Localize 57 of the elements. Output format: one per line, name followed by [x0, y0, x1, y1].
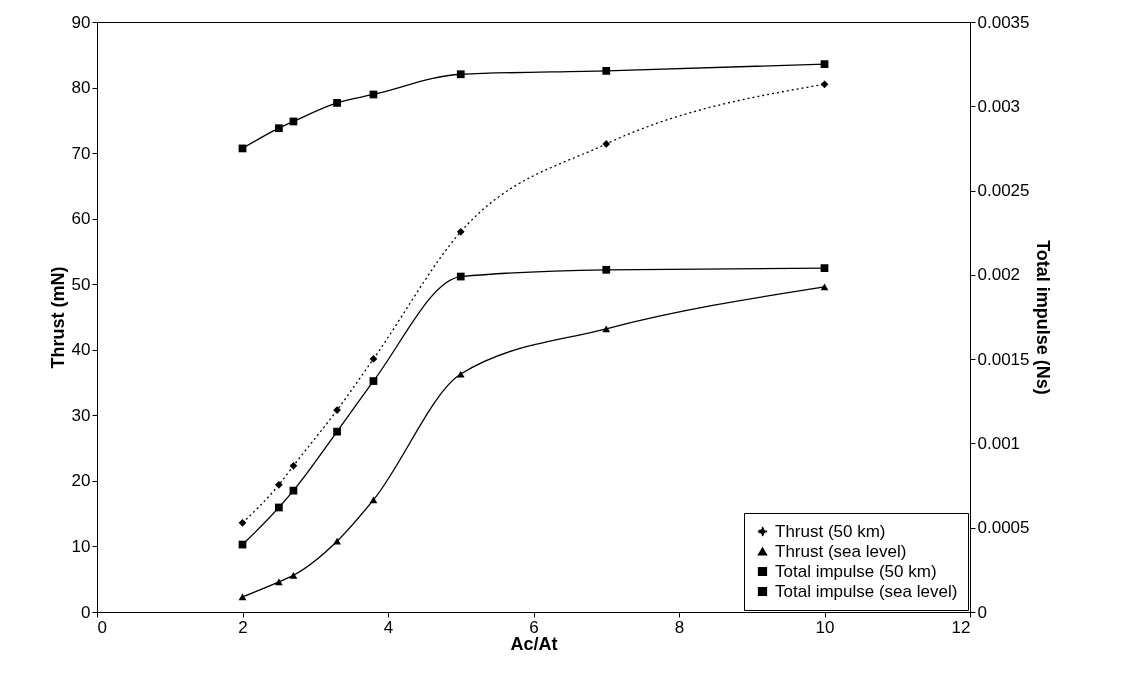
point: [820, 60, 829, 69]
y-tick-label: 70: [71, 143, 91, 163]
point: [238, 518, 247, 527]
point: [369, 377, 378, 385]
y-tick-label: 10: [71, 536, 91, 556]
y2-axis-title: Total impulse (Ns): [1033, 240, 1054, 395]
point: [602, 67, 611, 75]
point: [456, 272, 465, 281]
x-tick-label: 12: [951, 617, 971, 637]
point: [289, 486, 298, 495]
point: [456, 70, 465, 79]
y-tick-label: 90: [71, 12, 91, 32]
point: [602, 140, 611, 148]
x-tick-label: 0: [97, 617, 107, 637]
point: [275, 503, 283, 512]
x-tick-label: 2: [238, 617, 248, 637]
point: [369, 355, 378, 363]
point: [333, 537, 341, 545]
legend-label: Total impulse (sea level): [775, 581, 958, 601]
legend-label: Thrust (50 km): [775, 521, 886, 541]
point: [602, 325, 611, 333]
point: [275, 480, 283, 489]
point: [333, 99, 341, 107]
x-tick-label: 4: [383, 617, 394, 637]
y-tick-label: 60: [71, 209, 91, 229]
y2-tick-label: 0.0005: [977, 518, 1030, 538]
point: [289, 571, 298, 579]
point: [369, 496, 378, 504]
point: [289, 461, 298, 470]
y-tick-label: 40: [71, 340, 91, 360]
point: [275, 578, 283, 586]
point: [602, 265, 611, 274]
y2-tick-label: 0.001: [977, 433, 1021, 453]
y2-tick-label: 0: [977, 602, 987, 622]
y2-tick-label: 0.003: [977, 96, 1021, 116]
legend-label: Total impulse (50 km): [775, 561, 937, 581]
legend-label: Thrust (sea level): [775, 541, 907, 561]
y2-tick-label: 0.0035: [977, 12, 1030, 32]
point: [333, 406, 341, 414]
point: [275, 124, 283, 133]
point: [820, 80, 829, 89]
point: [456, 227, 465, 236]
point: [238, 593, 247, 601]
point: [820, 283, 829, 291]
y-tick-label: 30: [71, 405, 91, 425]
x-tick-label: 8: [674, 617, 685, 637]
y-tick-label: 0: [81, 602, 91, 622]
y2-tick-label: 0.0025: [977, 181, 1030, 201]
point: [820, 264, 829, 272]
y-tick-label: 20: [71, 471, 91, 491]
y-axis-title: Thrust (mN): [47, 266, 68, 369]
y-tick-label: 50: [71, 274, 91, 294]
y2-tick-label: 0.002: [977, 265, 1021, 285]
y2-tick-label: 0.0015: [977, 349, 1030, 369]
x-tick-label: 10: [815, 617, 835, 637]
y-tick-label: 80: [71, 78, 91, 98]
point: [333, 427, 341, 436]
